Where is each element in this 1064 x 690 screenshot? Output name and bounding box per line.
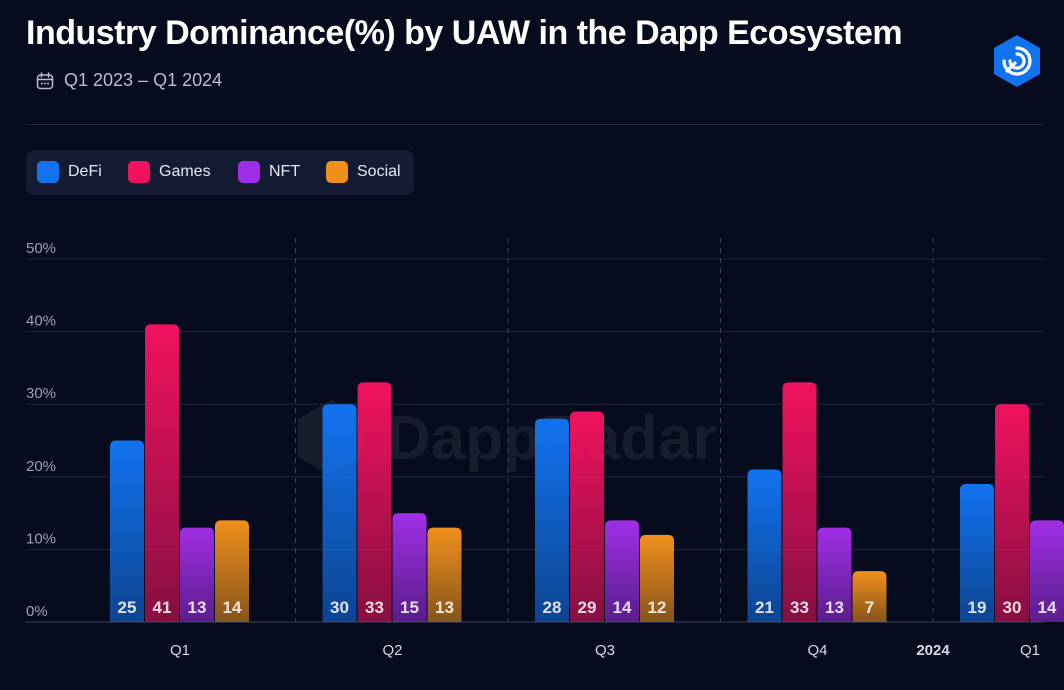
legend-label-games: Games bbox=[159, 163, 211, 180]
bar-value-label: 13 bbox=[825, 598, 844, 617]
legend-item-nft[interactable]: NFT bbox=[238, 161, 300, 183]
legend-swatch-games bbox=[128, 161, 150, 183]
chart-title: Industry Dominance(%) by UAW in the Dapp… bbox=[26, 14, 903, 52]
bar-games bbox=[782, 382, 817, 622]
bar-defi bbox=[747, 469, 782, 622]
bar-value-label: 15 bbox=[400, 598, 419, 617]
bar-games bbox=[995, 404, 1029, 622]
bar-value-label: 7 bbox=[865, 598, 874, 617]
bar-defi bbox=[110, 440, 144, 622]
legend-label-nft: NFT bbox=[269, 163, 301, 180]
bar-nft bbox=[1030, 520, 1064, 622]
bar-value-label: 14 bbox=[1038, 598, 1057, 617]
bar-value-label: 14 bbox=[613, 598, 632, 617]
bar-games bbox=[357, 382, 392, 622]
header-divider bbox=[26, 124, 1044, 125]
y-tick-label: 20% bbox=[26, 458, 56, 475]
bar-value-label: 33 bbox=[365, 598, 384, 617]
bar-value-label: 30 bbox=[330, 598, 349, 617]
y-tick-label: 50% bbox=[26, 240, 56, 257]
bar-value-label: 29 bbox=[578, 598, 597, 617]
bar-value-label: 25 bbox=[118, 598, 137, 617]
bar-games bbox=[570, 411, 604, 622]
y-tick-label: 30% bbox=[26, 385, 56, 402]
bar-value-label: 28 bbox=[543, 598, 562, 617]
y-tick-label: 0% bbox=[26, 603, 48, 620]
legend-swatch-nft bbox=[238, 161, 260, 183]
bar-social bbox=[640, 534, 674, 622]
bar-value-label: 30 bbox=[1003, 598, 1022, 617]
x-tick-label: Q1 bbox=[1020, 642, 1040, 659]
date-range: Q1 2023 – Q1 2024 bbox=[36, 70, 222, 91]
bar-nft bbox=[180, 527, 214, 622]
bar-social bbox=[427, 527, 462, 622]
bar-value-label: 13 bbox=[188, 598, 207, 617]
x-tick-label: Q1 bbox=[170, 642, 190, 659]
bar-defi bbox=[322, 404, 357, 622]
legend-item-games[interactable]: Games bbox=[128, 161, 211, 183]
bar-nft bbox=[392, 513, 427, 622]
bar-value-label: 12 bbox=[648, 598, 667, 617]
bar-social bbox=[852, 571, 887, 622]
bar-value-label: 41 bbox=[153, 598, 172, 617]
legend-item-social[interactable]: Social bbox=[326, 161, 401, 183]
legend-swatch-defi bbox=[37, 161, 59, 183]
bar-value-label: 13 bbox=[435, 598, 454, 617]
bar-value-label: 21 bbox=[755, 598, 774, 617]
legend-item-defi[interactable]: DeFi bbox=[37, 161, 102, 183]
legend: DeFi Games NFT Social bbox=[26, 150, 414, 195]
y-tick-label: 40% bbox=[26, 313, 56, 330]
bar-nft bbox=[605, 520, 639, 622]
date-range-text: Q1 2023 – Q1 2024 bbox=[64, 70, 223, 90]
bar-social bbox=[215, 520, 249, 622]
bar-value-label: 14 bbox=[223, 598, 242, 617]
bar-games bbox=[145, 324, 179, 622]
x-tick-label: Q3 bbox=[595, 642, 615, 659]
legend-label-social: Social bbox=[357, 163, 401, 180]
year-marker-label: 2024 bbox=[916, 642, 950, 659]
bar-value-label: 19 bbox=[968, 598, 987, 617]
x-tick-label: Q2 bbox=[382, 642, 402, 659]
legend-label-defi: DeFi bbox=[68, 163, 102, 180]
legend-swatch-social bbox=[326, 161, 348, 183]
bar-defi bbox=[960, 484, 994, 622]
calendar-icon bbox=[36, 71, 54, 89]
bar-value-label: 33 bbox=[790, 598, 809, 617]
x-tick-label: Q4 bbox=[807, 642, 827, 659]
bar-defi bbox=[535, 418, 569, 622]
y-tick-label: 10% bbox=[26, 530, 56, 547]
bar-nft bbox=[817, 527, 852, 622]
dappradar-logo-icon bbox=[994, 35, 1040, 87]
